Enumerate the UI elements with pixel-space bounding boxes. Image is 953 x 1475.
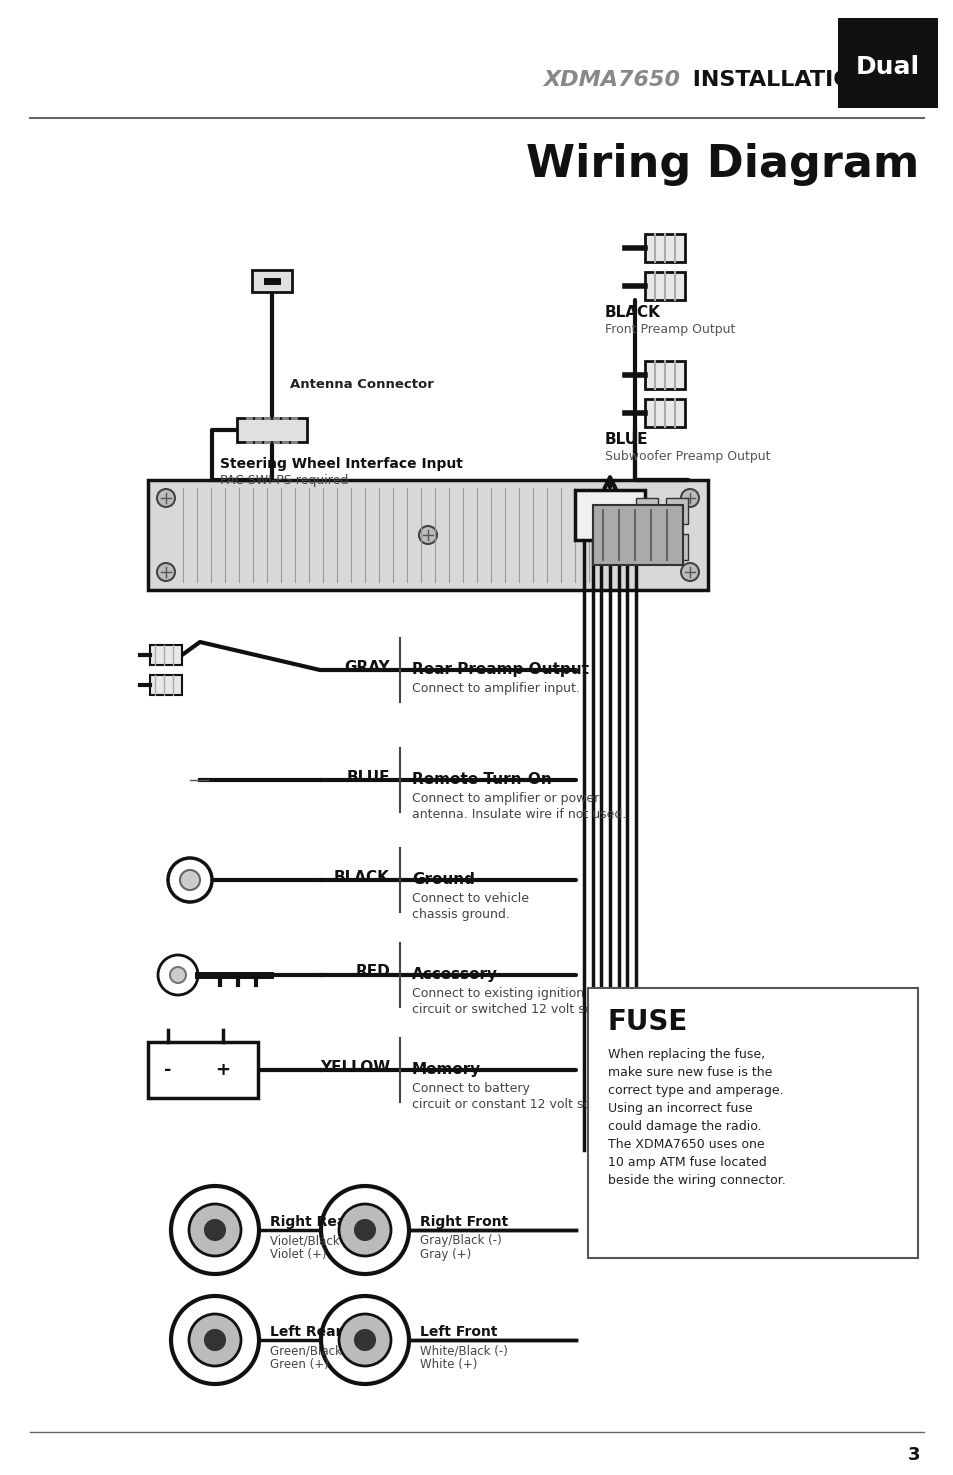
Text: Connect to vehicle
chassis ground.: Connect to vehicle chassis ground.: [412, 892, 529, 920]
FancyBboxPatch shape: [636, 499, 658, 524]
Text: Connect to amplifier or power
antenna. Insulate wire if not used.: Connect to amplifier or power antenna. I…: [412, 792, 626, 822]
Text: Violet/Black (-): Violet/Black (-): [270, 1235, 356, 1246]
FancyBboxPatch shape: [150, 676, 182, 695]
Text: FUSE: FUSE: [607, 1007, 687, 1035]
FancyBboxPatch shape: [252, 270, 292, 292]
FancyBboxPatch shape: [665, 534, 687, 560]
Circle shape: [355, 1330, 375, 1350]
Text: GRAY: GRAY: [344, 659, 390, 674]
FancyBboxPatch shape: [644, 400, 684, 426]
Text: Connect to battery
circuit or constant 12 volt source.: Connect to battery circuit or constant 1…: [412, 1083, 622, 1111]
Circle shape: [680, 563, 699, 581]
Text: Front Preamp Output: Front Preamp Output: [604, 323, 735, 336]
FancyBboxPatch shape: [644, 361, 684, 389]
Text: When replacing the fuse,
make sure new fuse is the
correct type and amperage.
Us: When replacing the fuse, make sure new f…: [607, 1049, 785, 1187]
Text: White/Black (-): White/Black (-): [419, 1344, 507, 1357]
FancyBboxPatch shape: [236, 417, 307, 442]
Text: Dual: Dual: [855, 55, 919, 80]
Text: Left Rear: Left Rear: [270, 1325, 342, 1339]
Text: Green (+): Green (+): [270, 1358, 329, 1370]
FancyBboxPatch shape: [837, 18, 937, 108]
Circle shape: [320, 1297, 409, 1384]
Text: Connect to amplifier input.: Connect to amplifier input.: [412, 681, 579, 695]
Circle shape: [338, 1204, 391, 1257]
Text: 3: 3: [906, 1446, 919, 1465]
Text: XDMA7650: XDMA7650: [542, 69, 679, 90]
Text: INSTALLATION: INSTALLATION: [684, 69, 870, 90]
FancyBboxPatch shape: [575, 490, 644, 540]
Text: BLACK: BLACK: [334, 869, 390, 885]
Text: BLUE: BLUE: [346, 770, 390, 785]
Text: Gray (+): Gray (+): [419, 1248, 471, 1261]
Text: ®: ®: [925, 21, 935, 30]
Text: BLACK: BLACK: [604, 305, 660, 320]
Text: Ground: Ground: [412, 872, 475, 886]
Text: Green/Black (-): Green/Black (-): [270, 1344, 359, 1357]
FancyBboxPatch shape: [644, 235, 684, 263]
Text: -: -: [164, 1061, 172, 1080]
Circle shape: [205, 1220, 225, 1240]
Text: Connect to existing ignition
circuit or switched 12 volt source.: Connect to existing ignition circuit or …: [412, 987, 623, 1016]
Text: +: +: [215, 1061, 231, 1080]
Circle shape: [355, 1220, 375, 1240]
Circle shape: [168, 858, 212, 903]
Text: Left Front: Left Front: [419, 1325, 497, 1339]
Text: Gray/Black (-): Gray/Black (-): [419, 1235, 501, 1246]
FancyBboxPatch shape: [665, 499, 687, 524]
Text: RED: RED: [355, 965, 390, 979]
FancyBboxPatch shape: [644, 271, 684, 299]
Circle shape: [320, 1186, 409, 1274]
FancyBboxPatch shape: [148, 1041, 257, 1097]
Text: Rear Preamp Output: Rear Preamp Output: [412, 662, 588, 677]
Text: BLUE: BLUE: [604, 432, 648, 447]
Text: Wiring Diagram: Wiring Diagram: [525, 143, 918, 186]
Circle shape: [157, 490, 174, 507]
Text: Antenna Connector: Antenna Connector: [290, 379, 434, 391]
Circle shape: [158, 954, 198, 996]
FancyBboxPatch shape: [150, 645, 182, 665]
Text: Remote Turn-On: Remote Turn-On: [412, 771, 551, 788]
Circle shape: [170, 968, 186, 982]
Circle shape: [338, 1314, 391, 1366]
Circle shape: [189, 1314, 241, 1366]
FancyBboxPatch shape: [148, 479, 707, 590]
FancyBboxPatch shape: [636, 534, 658, 560]
FancyBboxPatch shape: [593, 504, 682, 565]
Text: Subwoofer Preamp Output: Subwoofer Preamp Output: [604, 450, 770, 463]
Circle shape: [418, 527, 436, 544]
Circle shape: [180, 870, 200, 889]
Circle shape: [171, 1297, 258, 1384]
Text: Memory: Memory: [412, 1062, 480, 1077]
Text: PAC SWI-PS required: PAC SWI-PS required: [220, 473, 348, 487]
Text: Violet (+): Violet (+): [270, 1248, 326, 1261]
Circle shape: [189, 1204, 241, 1257]
Circle shape: [205, 1330, 225, 1350]
Text: Right Rear: Right Rear: [270, 1215, 353, 1229]
Text: White (+): White (+): [419, 1358, 476, 1370]
Text: YELLOW: YELLOW: [319, 1059, 390, 1074]
Text: Right Front: Right Front: [419, 1215, 508, 1229]
Circle shape: [680, 490, 699, 507]
FancyBboxPatch shape: [587, 988, 917, 1258]
Circle shape: [171, 1186, 258, 1274]
Circle shape: [157, 563, 174, 581]
Text: Steering Wheel Interface Input: Steering Wheel Interface Input: [220, 457, 462, 471]
Text: Accessory: Accessory: [412, 968, 497, 982]
